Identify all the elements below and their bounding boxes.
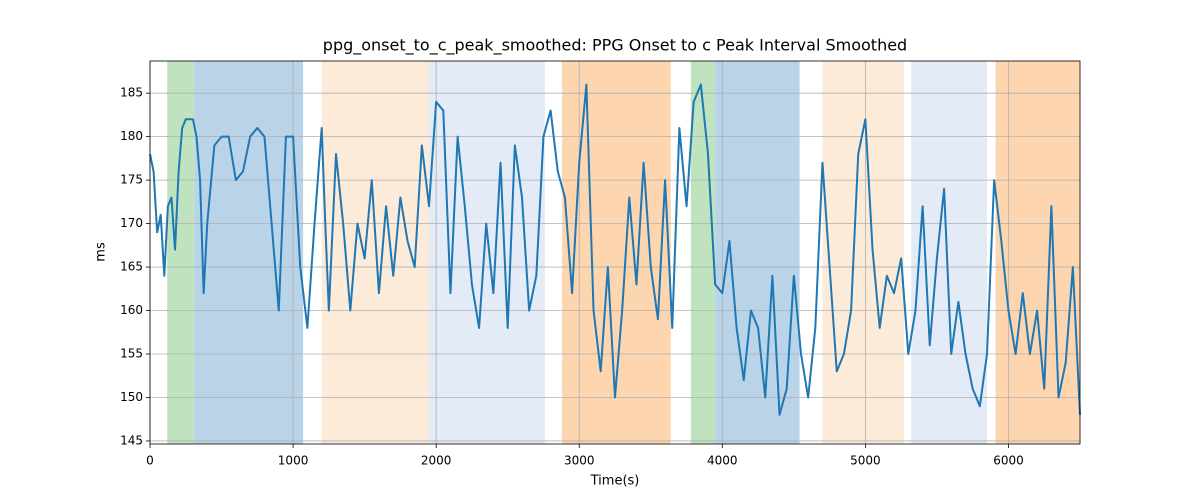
interval-span [715, 61, 800, 444]
x-tick-label: 2000 [421, 454, 452, 468]
x-tick-label: 4000 [707, 454, 738, 468]
y-axis-label: ms [94, 242, 109, 262]
y-tick-label: 180 [120, 129, 143, 143]
y-tick-label: 150 [120, 390, 143, 404]
interval-span [822, 61, 905, 444]
y-tick-label: 165 [120, 260, 143, 274]
y-tick-label: 185 [120, 86, 143, 100]
x-tick-label: 0 [146, 454, 154, 468]
x-tick-label: 6000 [993, 454, 1024, 468]
interval-span [690, 61, 716, 444]
x-tick-label: 3000 [564, 454, 595, 468]
data-line [149, 83, 1081, 416]
y-tick-label: 170 [120, 216, 143, 230]
chart-title: ppg_onset_to_c_peak_smoothed: PPG Onset … [323, 36, 907, 56]
plot-frame [149, 60, 1081, 445]
y-tick-label: 160 [120, 303, 143, 317]
interval-span [429, 61, 545, 444]
interval-span [167, 61, 195, 444]
interval-span [194, 61, 304, 444]
x-tick-label: 5000 [850, 454, 881, 468]
y-tick-label: 155 [120, 347, 143, 361]
interval-span [911, 61, 987, 444]
y-tick-label: 175 [120, 173, 143, 187]
x-axis-label: Time(s) [590, 474, 640, 489]
x-tick-label: 1000 [278, 454, 309, 468]
y-tick-label: 145 [120, 433, 143, 447]
interval-span [321, 61, 429, 444]
interval-span [995, 61, 1080, 444]
